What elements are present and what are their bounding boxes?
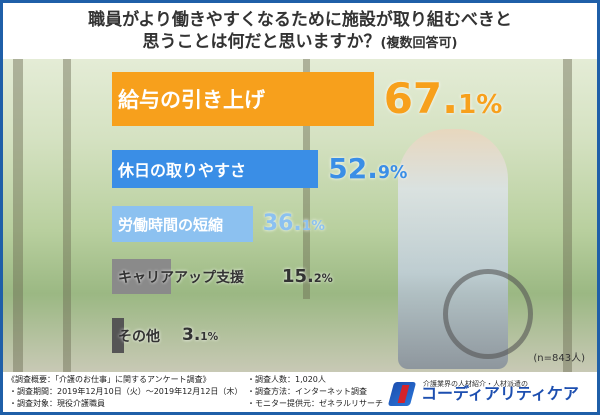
value-int: 52. [328,152,378,186]
survey-summary: 《調査概要：「介護のお仕事」に関するアンケート調査》 [7,375,211,384]
bar-label: 休日の取りやすさ [118,161,247,180]
survey-count: ・調査人数：1,020人 [247,375,326,384]
chart-title: 職員がより働きやすくなるために施設が取り組むべきと 思うことは何だと思いますか？… [3,3,597,59]
bar-label: キャリアアップ支援 [118,269,244,286]
wheelchair-image [443,269,533,359]
bar-1: 休日の取りやすさ [112,150,319,188]
value-dec: 1% [200,331,219,344]
company-logo: 介護業界の人材紹介・人材派遣の コーディアリティケア [387,376,595,410]
title-line-2: 思うことは何だと思いますか？ [142,32,381,52]
bar-4: その他 [112,318,160,353]
infographic-frame: 職員がより働きやすくなるために施設が取り組むべきと 思うことは何だと思いますか？… [3,3,597,412]
survey-method: ・調査方法：インターネット調査 [247,387,367,396]
value-int: 67. [383,73,459,123]
value-label: 15.2% [282,266,333,287]
value-label: 67.1% [384,74,503,123]
bar-label: 労働時間の短縮 [118,215,224,234]
survey-period: ・調査期間：2019年12月10日（火）〜2019年12月12日（木） [9,387,243,396]
survey-target: ・調査対象：現役介護職員 [9,399,105,408]
value-dec: 1% [458,89,503,120]
bar-chart: (n=843人) 給与の引き上げ 67.1% 休日の取りやすさ 52.9% 労働時間の短… [3,59,597,372]
value-int: 36. [262,210,302,236]
value-dec: 9% [377,163,408,184]
logo-subtitle: 介護業界の人材紹介・人材派遣の [423,380,528,388]
bar-0: 給与の引き上げ [112,72,374,126]
bar-label: 給与の引き上げ [118,88,265,112]
value-label: 52.9% [328,152,407,185]
title-line-1: 職員がより働きやすくなるために施設が取り組むべきと [88,10,512,30]
value-label: 36.1% [263,211,325,236]
value-label: 3.1% [182,325,218,345]
survey-provider: ・モニター提供元：ゼネラルリサーチ [247,399,383,408]
bar-label: その他 [118,328,160,345]
bar-2: 労働時間の短縮 [112,206,253,242]
title-suffix: (複数回答可) [380,36,458,51]
logo-mark-icon [387,382,417,406]
sample-size-note: (n=843人) [533,353,585,364]
value-int: 15. [282,265,314,287]
bar-3: キャリアアップ支援 [112,259,244,294]
value-int: 3. [182,325,201,346]
logo-name: コーディアリティケア [421,384,579,403]
survey-footer: 《調査概要：「介護のお仕事」に関するアンケート調査》 ・調査期間：2019年12… [3,372,597,412]
value-dec: 1% [301,217,325,234]
value-dec: 2% [313,271,333,285]
